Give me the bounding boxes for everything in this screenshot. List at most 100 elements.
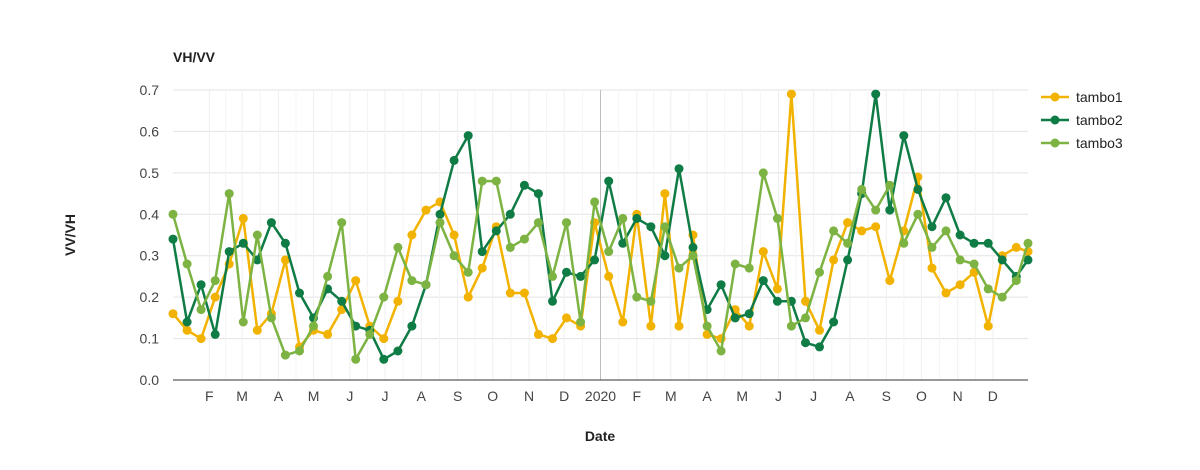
data-point-tambo1[interactable] xyxy=(829,255,839,265)
data-point-tambo3[interactable] xyxy=(941,226,951,236)
data-point-tambo2[interactable] xyxy=(491,226,501,236)
data-point-tambo1[interactable] xyxy=(449,230,459,240)
data-point-tambo2[interactable] xyxy=(1023,255,1033,265)
data-point-tambo2[interactable] xyxy=(955,230,965,240)
data-point-tambo1[interactable] xyxy=(323,329,333,339)
data-point-tambo1[interactable] xyxy=(252,325,262,335)
data-point-tambo1[interactable] xyxy=(505,288,515,298)
data-point-tambo3[interactable] xyxy=(548,271,557,281)
data-point-tambo1[interactable] xyxy=(604,271,614,281)
data-point-tambo3[interactable] xyxy=(997,292,1007,302)
data-point-tambo3[interactable] xyxy=(660,222,670,232)
data-point-tambo2[interactable] xyxy=(646,222,656,232)
data-point-tambo1[interactable] xyxy=(379,334,389,344)
data-point-tambo3[interactable] xyxy=(604,247,614,257)
data-point-tambo2[interactable] xyxy=(280,238,290,248)
data-point-tambo3[interactable] xyxy=(576,317,586,327)
data-point-tambo2[interactable] xyxy=(505,209,515,219)
data-point-tambo1[interactable] xyxy=(674,321,684,331)
data-point-tambo3[interactable] xyxy=(477,176,487,186)
data-point-tambo1[interactable] xyxy=(477,263,487,273)
data-point-tambo2[interactable] xyxy=(407,321,417,331)
data-point-tambo3[interactable] xyxy=(871,205,881,215)
data-point-tambo2[interactable] xyxy=(927,222,937,232)
data-point-tambo3[interactable] xyxy=(702,321,712,331)
data-point-tambo2[interactable] xyxy=(618,238,628,248)
data-point-tambo3[interactable] xyxy=(421,280,431,290)
data-point-tambo3[interactable] xyxy=(955,255,965,265)
data-point-tambo3[interactable] xyxy=(632,292,642,302)
data-point-tambo3[interactable] xyxy=(983,284,993,294)
data-point-tambo2[interactable] xyxy=(730,313,740,323)
data-point-tambo3[interactable] xyxy=(168,209,178,219)
data-point-tambo2[interactable] xyxy=(801,338,810,348)
data-point-tambo1[interactable] xyxy=(772,284,782,294)
data-point-tambo2[interactable] xyxy=(533,189,543,199)
data-point-tambo3[interactable] xyxy=(505,242,515,252)
data-point-tambo3[interactable] xyxy=(885,180,895,190)
data-point-tambo1[interactable] xyxy=(815,325,824,335)
legend[interactable]: tambo1 tambo2 tambo3 xyxy=(1041,89,1123,151)
data-point-tambo1[interactable] xyxy=(1011,242,1021,252)
data-point-tambo2[interactable] xyxy=(590,255,600,265)
data-point-tambo3[interactable] xyxy=(337,218,347,228)
data-point-tambo3[interactable] xyxy=(365,329,375,339)
data-point-tambo1[interactable] xyxy=(758,247,768,257)
data-point-tambo3[interactable] xyxy=(857,184,867,194)
data-point-tambo2[interactable] xyxy=(688,242,698,252)
data-point-tambo3[interactable] xyxy=(772,213,782,223)
data-point-tambo2[interactable] xyxy=(772,296,782,306)
data-point-tambo2[interactable] xyxy=(576,271,586,281)
data-point-tambo2[interactable] xyxy=(885,205,895,215)
data-point-tambo1[interactable] xyxy=(744,321,754,331)
data-point-tambo3[interactable] xyxy=(646,296,656,306)
data-point-tambo2[interactable] xyxy=(238,238,248,248)
data-point-tambo3[interactable] xyxy=(843,238,853,248)
data-point-tambo2[interactable] xyxy=(435,209,445,219)
data-point-tambo2[interactable] xyxy=(252,255,262,265)
data-point-tambo3[interactable] xyxy=(899,238,909,248)
data-point-tambo1[interactable] xyxy=(801,296,810,306)
data-point-tambo2[interactable] xyxy=(758,276,768,286)
data-point-tambo1[interactable] xyxy=(857,226,867,236)
data-point-tambo3[interactable] xyxy=(309,321,318,331)
data-point-tambo2[interactable] xyxy=(463,131,473,141)
data-point-tambo2[interactable] xyxy=(941,193,951,203)
data-point-tambo3[interactable] xyxy=(196,305,206,315)
data-point-tambo1[interactable] xyxy=(548,334,557,344)
data-point-tambo2[interactable] xyxy=(829,317,839,327)
data-point-tambo1[interactable] xyxy=(196,334,206,344)
data-point-tambo3[interactable] xyxy=(688,251,698,261)
data-point-tambo1[interactable] xyxy=(533,329,543,339)
data-point-tambo3[interactable] xyxy=(491,176,501,186)
data-point-tambo1[interactable] xyxy=(955,280,965,290)
data-point-tambo3[interactable] xyxy=(829,226,839,236)
data-point-tambo3[interactable] xyxy=(252,230,262,240)
data-point-tambo2[interactable] xyxy=(716,280,726,290)
data-point-tambo2[interactable] xyxy=(815,342,824,352)
data-point-tambo3[interactable] xyxy=(323,271,333,281)
data-point-tambo1[interactable] xyxy=(463,292,473,302)
data-point-tambo1[interactable] xyxy=(238,213,248,223)
data-point-tambo2[interactable] xyxy=(983,238,993,248)
data-point-tambo3[interactable] xyxy=(1011,276,1021,286)
data-point-tambo2[interactable] xyxy=(168,234,178,244)
data-point-tambo2[interactable] xyxy=(182,317,192,327)
data-point-tambo3[interactable] xyxy=(815,267,824,277)
data-point-tambo3[interactable] xyxy=(182,259,192,269)
data-point-tambo2[interactable] xyxy=(674,164,684,174)
data-point-tambo2[interactable] xyxy=(660,251,670,261)
data-point-tambo2[interactable] xyxy=(477,247,487,257)
data-point-tambo3[interactable] xyxy=(295,346,304,356)
data-point-tambo3[interactable] xyxy=(463,267,473,277)
data-point-tambo2[interactable] xyxy=(632,213,642,223)
data-point-tambo1[interactable] xyxy=(660,189,670,199)
data-point-tambo2[interactable] xyxy=(519,180,529,190)
data-point-tambo2[interactable] xyxy=(997,255,1007,265)
data-point-tambo1[interactable] xyxy=(519,288,529,298)
data-point-tambo1[interactable] xyxy=(210,292,220,302)
data-point-tambo1[interactable] xyxy=(407,230,417,240)
data-point-tambo3[interactable] xyxy=(1023,238,1033,248)
data-point-tambo3[interactable] xyxy=(379,292,389,302)
data-point-tambo3[interactable] xyxy=(533,218,543,228)
